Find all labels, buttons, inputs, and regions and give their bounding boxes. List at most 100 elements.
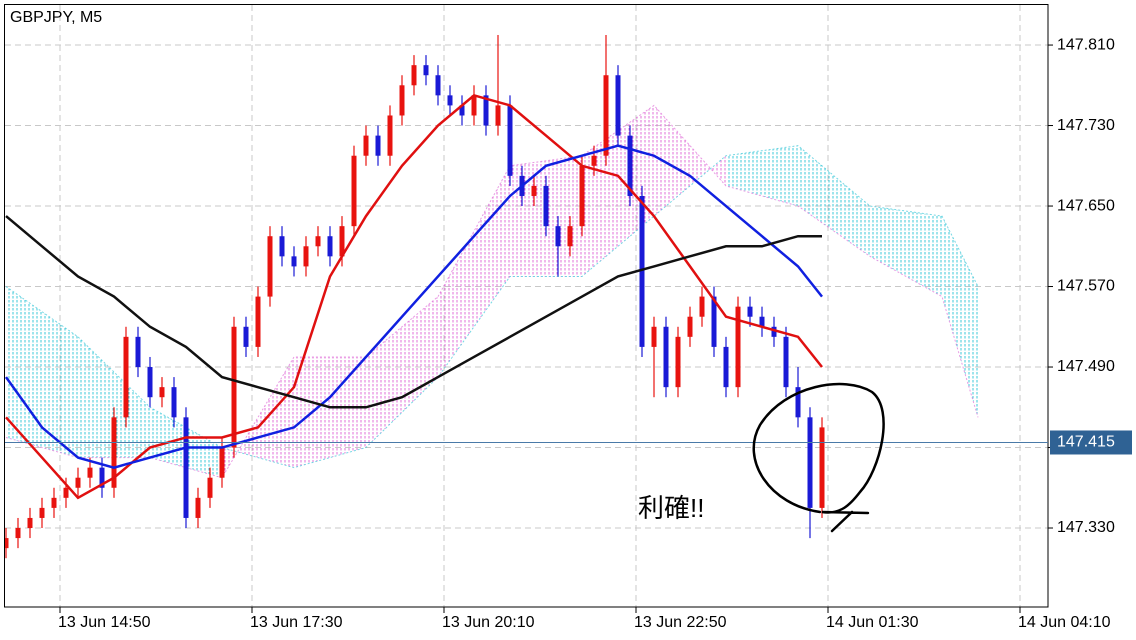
candle-body [87,467,93,478]
y-tick-label: 147.730 [1057,117,1115,134]
candle-body [291,256,297,267]
candle-body [351,155,357,227]
candle-body [123,336,129,418]
candle-body [255,296,261,347]
candle-body [459,105,465,116]
candle-body [591,155,597,166]
cloud-segment [942,216,979,418]
annotation: 利確!! [638,493,704,523]
cloud-segment [798,145,871,257]
candle-body [675,336,681,388]
candle-body [99,467,105,488]
candle-body [75,477,81,488]
candle-body [699,296,705,317]
x-tick-label: 13 Jun 17:30 [250,614,343,631]
candle-body [195,497,201,518]
candle-body [567,226,573,247]
candle-body [327,236,333,257]
moving-average [5,215,823,409]
candle-body [111,417,117,488]
moving-average [5,144,823,469]
candle-body [783,336,789,388]
plot-frame [4,4,1049,608]
candle-body [279,236,285,257]
y-tick-label: 147.650 [1057,197,1115,214]
candle-body [555,226,561,247]
cloud-segment [293,356,366,468]
cloud-segment [726,145,799,207]
candle-body [387,115,393,156]
candle-body [543,185,549,227]
candle-body [615,75,621,136]
candle-body [735,306,741,388]
candle-body [267,236,273,297]
last-price-box [1050,430,1132,455]
moving-average [5,93,823,500]
cloud-segment [365,296,438,448]
candle-body [435,75,441,96]
candle-body [579,165,585,227]
candle-body [819,427,825,508]
candle-body [171,387,177,418]
candle-body [219,447,225,478]
x-tick-label: 14 Jun 01:30 [826,614,919,631]
last-price-label: 147.415 [1057,434,1115,451]
x-tick-label: 13 Jun 14:50 [58,614,151,631]
candle-body [147,367,153,398]
x-tick-label: 14 Jun 04:10 [1018,614,1111,631]
candle-body [207,477,213,498]
cloud-segment [437,165,510,378]
candle-body [771,326,777,337]
candle-body [507,105,513,176]
candle-body [495,105,501,126]
hand-drawn-circle [752,382,885,533]
cloud-segment [77,336,150,458]
candle-body [159,387,165,398]
candle-body [63,487,69,498]
candle-body [795,387,801,418]
candle-body [27,517,33,529]
candle-body [807,417,813,508]
y-tick-label: 147.570 [1057,278,1115,295]
candle-body [651,326,657,347]
candle-body [603,75,609,156]
candle-body [423,65,429,76]
y-tick-label: 147.810 [1057,36,1115,53]
candle-body [639,195,645,347]
candle-body [759,316,765,327]
axes: 147.330147.410147.490147.570147.650147.7… [5,36,1132,631]
candle-body [363,135,369,156]
candle-body [231,326,237,448]
candle-body [51,497,57,508]
candle-body [243,326,249,347]
chart-title: GBPJPY, M5 [10,9,102,26]
x-tick-label: 13 Jun 22:50 [634,614,727,631]
plot-area [5,34,979,559]
cloud-segment [582,105,655,277]
candle-body [411,65,417,86]
candle-body [471,95,477,116]
candle-body [315,236,321,247]
candle-body [183,417,189,518]
candle-body [627,135,633,196]
candle-body [339,226,345,257]
y-tick-label: 147.490 [1057,358,1115,375]
candle-body [447,95,453,106]
candle-body [723,346,729,388]
cloud-segment [5,286,78,458]
candle-body [711,296,717,347]
candle-body [747,306,753,317]
candle-body [303,246,309,267]
cloud-segment [870,206,943,297]
candle-body [687,316,693,337]
x-tick-label: 13 Jun 20:10 [442,614,535,631]
candle-body [15,528,21,539]
candle-body [135,336,141,368]
grid [5,5,1048,607]
candle-body [663,326,669,388]
candle-body [399,85,405,116]
candle-body [375,135,381,156]
y-tick-label: 147.330 [1057,519,1115,536]
